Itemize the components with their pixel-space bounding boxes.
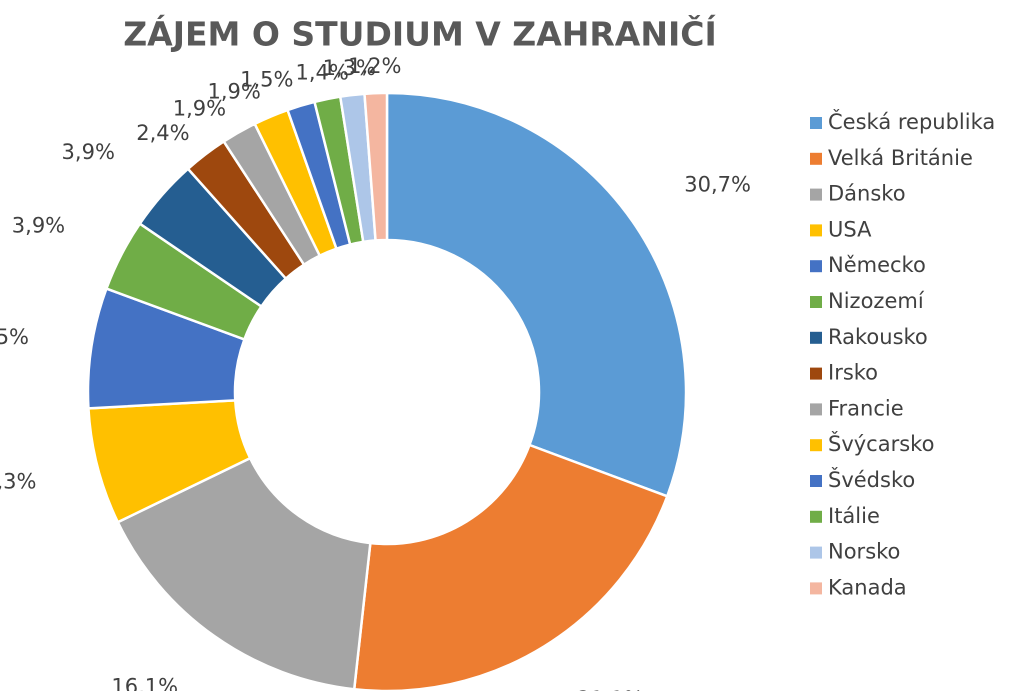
legend-label: Itálie: [828, 504, 880, 528]
legend-swatch: [810, 367, 822, 380]
data-label: 6,5%: [0, 325, 29, 349]
legend-label: Nizozemí: [828, 289, 925, 313]
legend-label: Francie: [828, 396, 904, 420]
data-label: 1,5%: [240, 68, 293, 92]
data-label: 21,1%: [577, 687, 644, 691]
legend-label: Velká Británie: [828, 146, 973, 170]
data-label: 30,7%: [684, 172, 751, 196]
legend-label: Norsko: [828, 540, 900, 564]
legend-swatch: [810, 331, 822, 344]
legend-swatch: [810, 582, 822, 595]
legend-swatch: [810, 188, 822, 201]
data-label: 1,9%: [173, 97, 226, 121]
legend-label: Dánsko: [828, 182, 906, 206]
data-label: 1,2%: [348, 54, 401, 78]
legend-label: Kanada: [828, 575, 907, 599]
legend-swatch: [810, 117, 822, 129]
data-label: 1,9%: [208, 79, 261, 103]
legend-label: Německo: [828, 253, 926, 277]
data-label: 1,4%: [295, 61, 348, 85]
slice: [363, 91, 389, 242]
slice: [385, 91, 688, 498]
legend-swatch: [810, 439, 822, 452]
legend-label: Rakousko: [828, 325, 928, 349]
legend-swatch: [810, 403, 822, 416]
legend-swatch: [810, 152, 822, 165]
legend-label: Irsko: [828, 361, 878, 385]
data-label: 16,1%: [111, 675, 178, 691]
legend-swatch: [810, 260, 822, 273]
data-label: 3,9%: [62, 140, 115, 164]
slice: [352, 443, 669, 691]
legend-swatch: [810, 224, 822, 237]
legend-swatch: [810, 510, 822, 523]
legend-label: USA: [828, 217, 872, 241]
legend-label: Švédsko: [828, 467, 915, 492]
slice: [116, 456, 372, 691]
legend-label: Švýcarsko: [828, 431, 934, 456]
legend-swatch: [810, 475, 822, 487]
data-label: 6,3%: [0, 469, 36, 493]
legend-label: Česká republika: [828, 109, 995, 134]
data-label: 1,3%: [323, 56, 376, 80]
legend-swatch: [810, 546, 822, 559]
data-label: 2,4%: [136, 121, 189, 145]
chart-title: ZÁJEM O STUDIUM V ZAHRANIČÍ: [123, 14, 716, 54]
data-label: 3,9%: [12, 213, 65, 237]
legend-swatch: [810, 296, 822, 308]
